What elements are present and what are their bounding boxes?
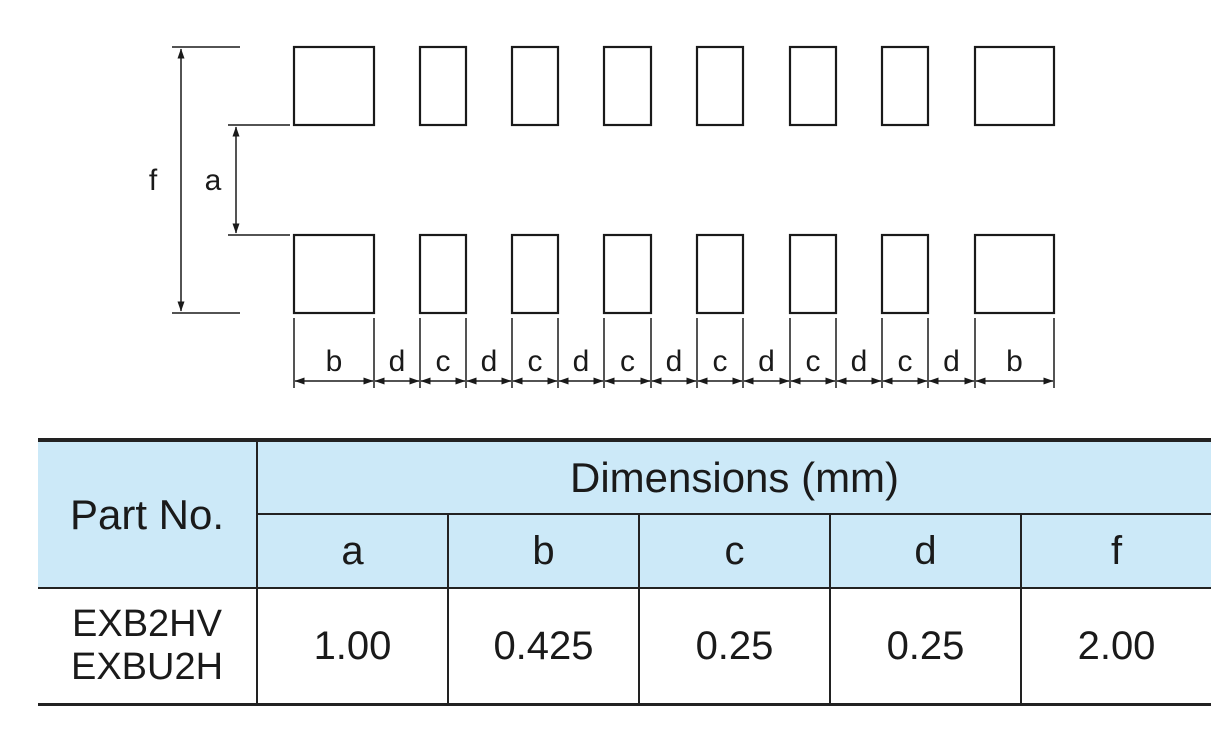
pad-bottom-3: [510, 233, 560, 315]
pad-bottom-8: [973, 233, 1056, 315]
dimensions-header: Dimensions (mm): [255, 438, 1212, 515]
pad-top-5: [695, 45, 745, 127]
dimension-label-a: a: [205, 164, 222, 197]
table-row: EXB2HV EXBU2H 1.00 0.425 0.25 0.25 2.00: [38, 588, 1212, 706]
column-header-f: f: [1019, 514, 1212, 588]
pad-bottom-5: [695, 233, 745, 315]
bottom-dimension-label: c: [436, 345, 451, 378]
value-b: 0.425: [447, 588, 639, 706]
pad-row-bottom: [292, 233, 1056, 315]
dimensions-table: Part No. Dimensions (mm) a b c d f EXB2H…: [38, 438, 1212, 706]
pad-top-8: [973, 45, 1056, 127]
column-header-a: a: [256, 514, 448, 588]
pad-bottom-4: [602, 233, 653, 315]
pad-top-2: [418, 45, 468, 127]
pad-top-3: [510, 45, 560, 127]
pad-bottom-7: [880, 233, 930, 315]
pad-top-4: [602, 45, 653, 127]
column-header-b: b: [447, 514, 639, 588]
column-header-d: d: [829, 514, 1021, 588]
bottom-dimension-label: c: [620, 345, 635, 378]
value-d: 0.25: [829, 588, 1021, 706]
bottom-dimension-label: c: [713, 345, 728, 378]
bottom-dimension-label: d: [573, 345, 590, 378]
bottom-dimension-label: d: [389, 345, 406, 378]
pad-bottom-1: [292, 233, 376, 315]
pad-bottom-2: [418, 233, 468, 315]
pad-top-1: [292, 45, 376, 127]
bottom-dimension-label: b: [1006, 345, 1023, 378]
bottom-dimension-label: c: [898, 345, 913, 378]
bottom-dimension-label: d: [758, 345, 775, 378]
pad-top-6: [788, 45, 838, 127]
value-a: 1.00: [256, 588, 448, 706]
pad-row-top: [292, 45, 1056, 127]
bottom-dimension-label: c: [806, 345, 821, 378]
value-c: 0.25: [638, 588, 830, 706]
bottom-dimension-label: d: [666, 345, 683, 378]
pad-bottom-6: [788, 233, 838, 315]
bottom-dimension-label: d: [943, 345, 960, 378]
pad-top-7: [880, 45, 930, 127]
bottom-dimension-label: b: [326, 345, 343, 378]
bottom-dimension-label: c: [528, 345, 543, 378]
part-number-line: EXB2HV: [72, 603, 222, 645]
part-number-header: Part No.: [38, 438, 257, 588]
dimension-label-f: f: [149, 164, 158, 197]
dimension-lines: [172, 46, 1055, 388]
part-number-cell: EXB2HV EXBU2H: [38, 588, 257, 706]
bottom-dimension-label: d: [851, 345, 868, 378]
value-f: 2.00: [1019, 588, 1212, 706]
part-number-line: EXBU2H: [70, 646, 224, 688]
bottom-dimension-label: d: [481, 345, 498, 378]
column-header-c: c: [638, 514, 830, 588]
